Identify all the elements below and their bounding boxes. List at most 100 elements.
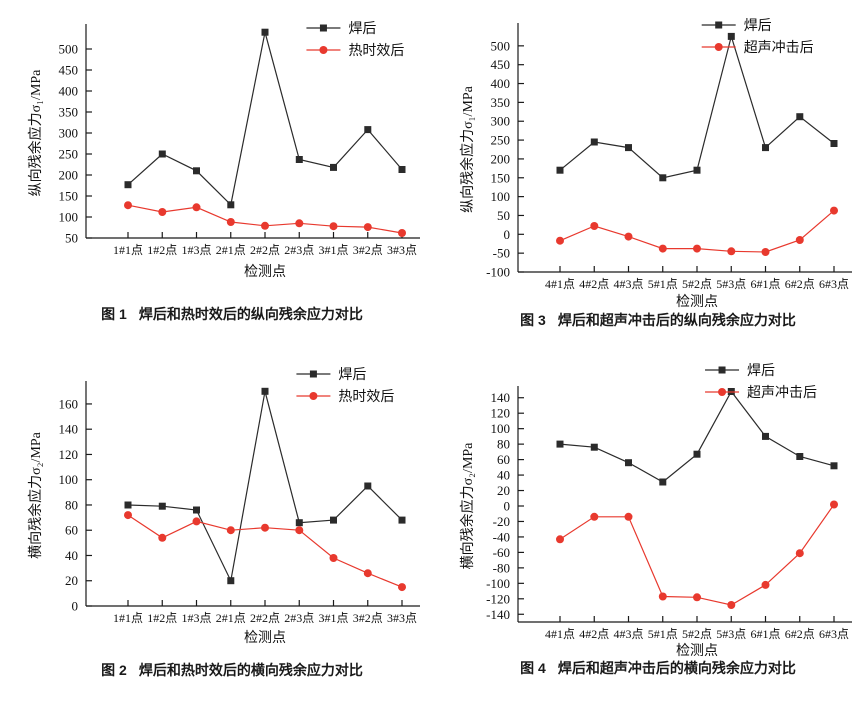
y-tick-label: 250 xyxy=(491,133,511,148)
circle-marker xyxy=(761,248,770,256)
x-tick-label: 1#3点 xyxy=(181,611,211,625)
circle-marker xyxy=(295,526,304,535)
series-as-welded xyxy=(556,32,838,182)
x-tick-label: 2#1点 xyxy=(216,611,246,625)
x-tick-label: 6#1点 xyxy=(750,627,780,641)
y-tick-label: -140 xyxy=(486,607,510,622)
y-tick-label: 350 xyxy=(59,105,79,120)
y-tick-label: -100 xyxy=(486,576,510,591)
circle-marker xyxy=(556,535,564,544)
y-tick-label: 20 xyxy=(65,573,78,588)
legend-label: 焊后 xyxy=(338,367,366,383)
y-tick-label: 200 xyxy=(59,168,79,183)
circle-marker xyxy=(795,236,804,244)
y-tick-label: 100 xyxy=(491,189,511,204)
x-axis-title: 检测点 xyxy=(244,630,286,646)
x-tick-label: 1#3点 xyxy=(181,243,211,257)
y-tick-label: 300 xyxy=(491,114,511,129)
circle-marker xyxy=(590,512,599,521)
legend-item: 焊后 xyxy=(306,21,376,37)
series-as-welded xyxy=(124,387,406,585)
x-tick-label: 4#2点 xyxy=(579,277,609,291)
y-tick-label: 20 xyxy=(497,483,510,498)
square-marker xyxy=(364,482,372,490)
y-tick-label: -20 xyxy=(493,514,510,529)
x-axis-title: 检测点 xyxy=(676,643,718,658)
figure-4-caption-label: 图 4 xyxy=(520,660,546,676)
legend-label: 热时效后 xyxy=(338,389,394,405)
square-marker xyxy=(830,462,838,470)
legend-circle-marker xyxy=(309,392,318,400)
circle-marker xyxy=(192,203,201,212)
figure-3-caption-label: 图 3 xyxy=(520,312,546,328)
series-treated xyxy=(124,201,406,237)
square-marker xyxy=(693,166,701,174)
y-tick-label: 100 xyxy=(491,421,511,436)
y-tick-label: 140 xyxy=(59,422,79,437)
x-tick-label: 1#1点 xyxy=(113,243,143,257)
figure-3-caption: 图 3 焊后和超声冲击后的纵向残余应力对比 xyxy=(448,310,868,330)
circle-marker xyxy=(158,533,167,542)
y-tick-label: -80 xyxy=(493,560,510,575)
circle-marker xyxy=(830,206,838,215)
x-tick-label: 2#3点 xyxy=(284,611,314,625)
y-tick-label: 50 xyxy=(497,208,510,223)
x-tick-label: 6#1点 xyxy=(750,277,780,291)
figure-2-caption-text: 焊后和热时效后的横向残余应力对比 xyxy=(138,662,363,678)
square-marker xyxy=(830,140,838,147)
y-axis-title: 横向残余应力σ₂/MPa xyxy=(459,442,476,570)
x-tick-label: 5#2点 xyxy=(682,627,712,641)
y-tick-label: 0 xyxy=(504,227,511,242)
y-tick-label: 40 xyxy=(65,548,78,563)
y-tick-label: -120 xyxy=(486,591,510,606)
circle-marker xyxy=(795,549,804,558)
y-axis-title: 横向残余应力σ₂/MPa xyxy=(27,431,44,559)
legend-item: 超声冲击后 xyxy=(705,385,817,401)
circle-marker xyxy=(158,208,167,216)
figure-1-caption: 图 1 焊后和热时效后的纵向残余应力对比 xyxy=(22,304,442,324)
legend-square-marker xyxy=(319,24,327,32)
y-tick-label: 400 xyxy=(491,76,511,91)
figure-3: -100 -50 0 50 100 150 200 250 300 350 400 450 500 纵向残… xyxy=(448,4,868,330)
square-marker xyxy=(398,516,406,524)
figure-4-caption: 图 4 焊后和超声冲击后的横向残余应力对比 xyxy=(448,658,868,678)
y-tick-label: -60 xyxy=(493,545,510,560)
square-marker xyxy=(193,506,200,514)
square-marker xyxy=(295,519,303,527)
circle-marker xyxy=(261,221,269,230)
y-tick-label: -50 xyxy=(493,246,510,261)
y-tick-label: 120 xyxy=(59,447,79,462)
legend-label: 热时效后 xyxy=(348,43,404,59)
figure-2-caption-label: 图 2 xyxy=(101,662,127,678)
series-treated xyxy=(556,206,838,256)
x-tick-label: 5#3点 xyxy=(716,277,746,291)
circle-marker xyxy=(329,222,338,231)
y-axis: -140-120-100-80-60-40-200204060801001201… xyxy=(459,386,524,622)
y-tick-label: 150 xyxy=(59,189,79,204)
square-marker xyxy=(727,32,735,40)
y-tick-label: 150 xyxy=(491,170,511,185)
y-tick-label: 400 xyxy=(59,84,79,99)
y-axis: -100 -50 0 50 100 150 200 250 300 350 400 450 500 纵向残… xyxy=(459,23,524,280)
square-marker xyxy=(227,577,235,585)
y-tick-label: 40 xyxy=(497,468,510,483)
square-marker xyxy=(398,166,406,173)
x-tick-label: 3#3点 xyxy=(387,243,417,257)
x-tick-label: 4#2点 xyxy=(579,627,609,641)
circle-marker xyxy=(693,244,701,253)
x-tick-label: 4#3点 xyxy=(613,277,643,291)
legend-item: 焊后 xyxy=(705,363,775,379)
y-tick-label: 50 xyxy=(65,231,78,246)
y-tick-label: 80 xyxy=(497,437,510,452)
circle-marker xyxy=(261,523,269,532)
y-tick-label: 300 xyxy=(59,126,79,141)
circle-marker xyxy=(658,592,667,601)
figure-4: -140 -120 -100 -80 -60 -40 -20 0 20 40 60 80 100 120 1… xyxy=(448,352,868,678)
square-marker xyxy=(124,501,132,509)
figure-4-caption-text: 焊后和超声冲击后的横向残余应力对比 xyxy=(557,660,796,676)
figure-1-chart: 50 100 150 200 250 300 350 400 450 500 纵向残余应力σ₁/MP… xyxy=(27,21,420,280)
